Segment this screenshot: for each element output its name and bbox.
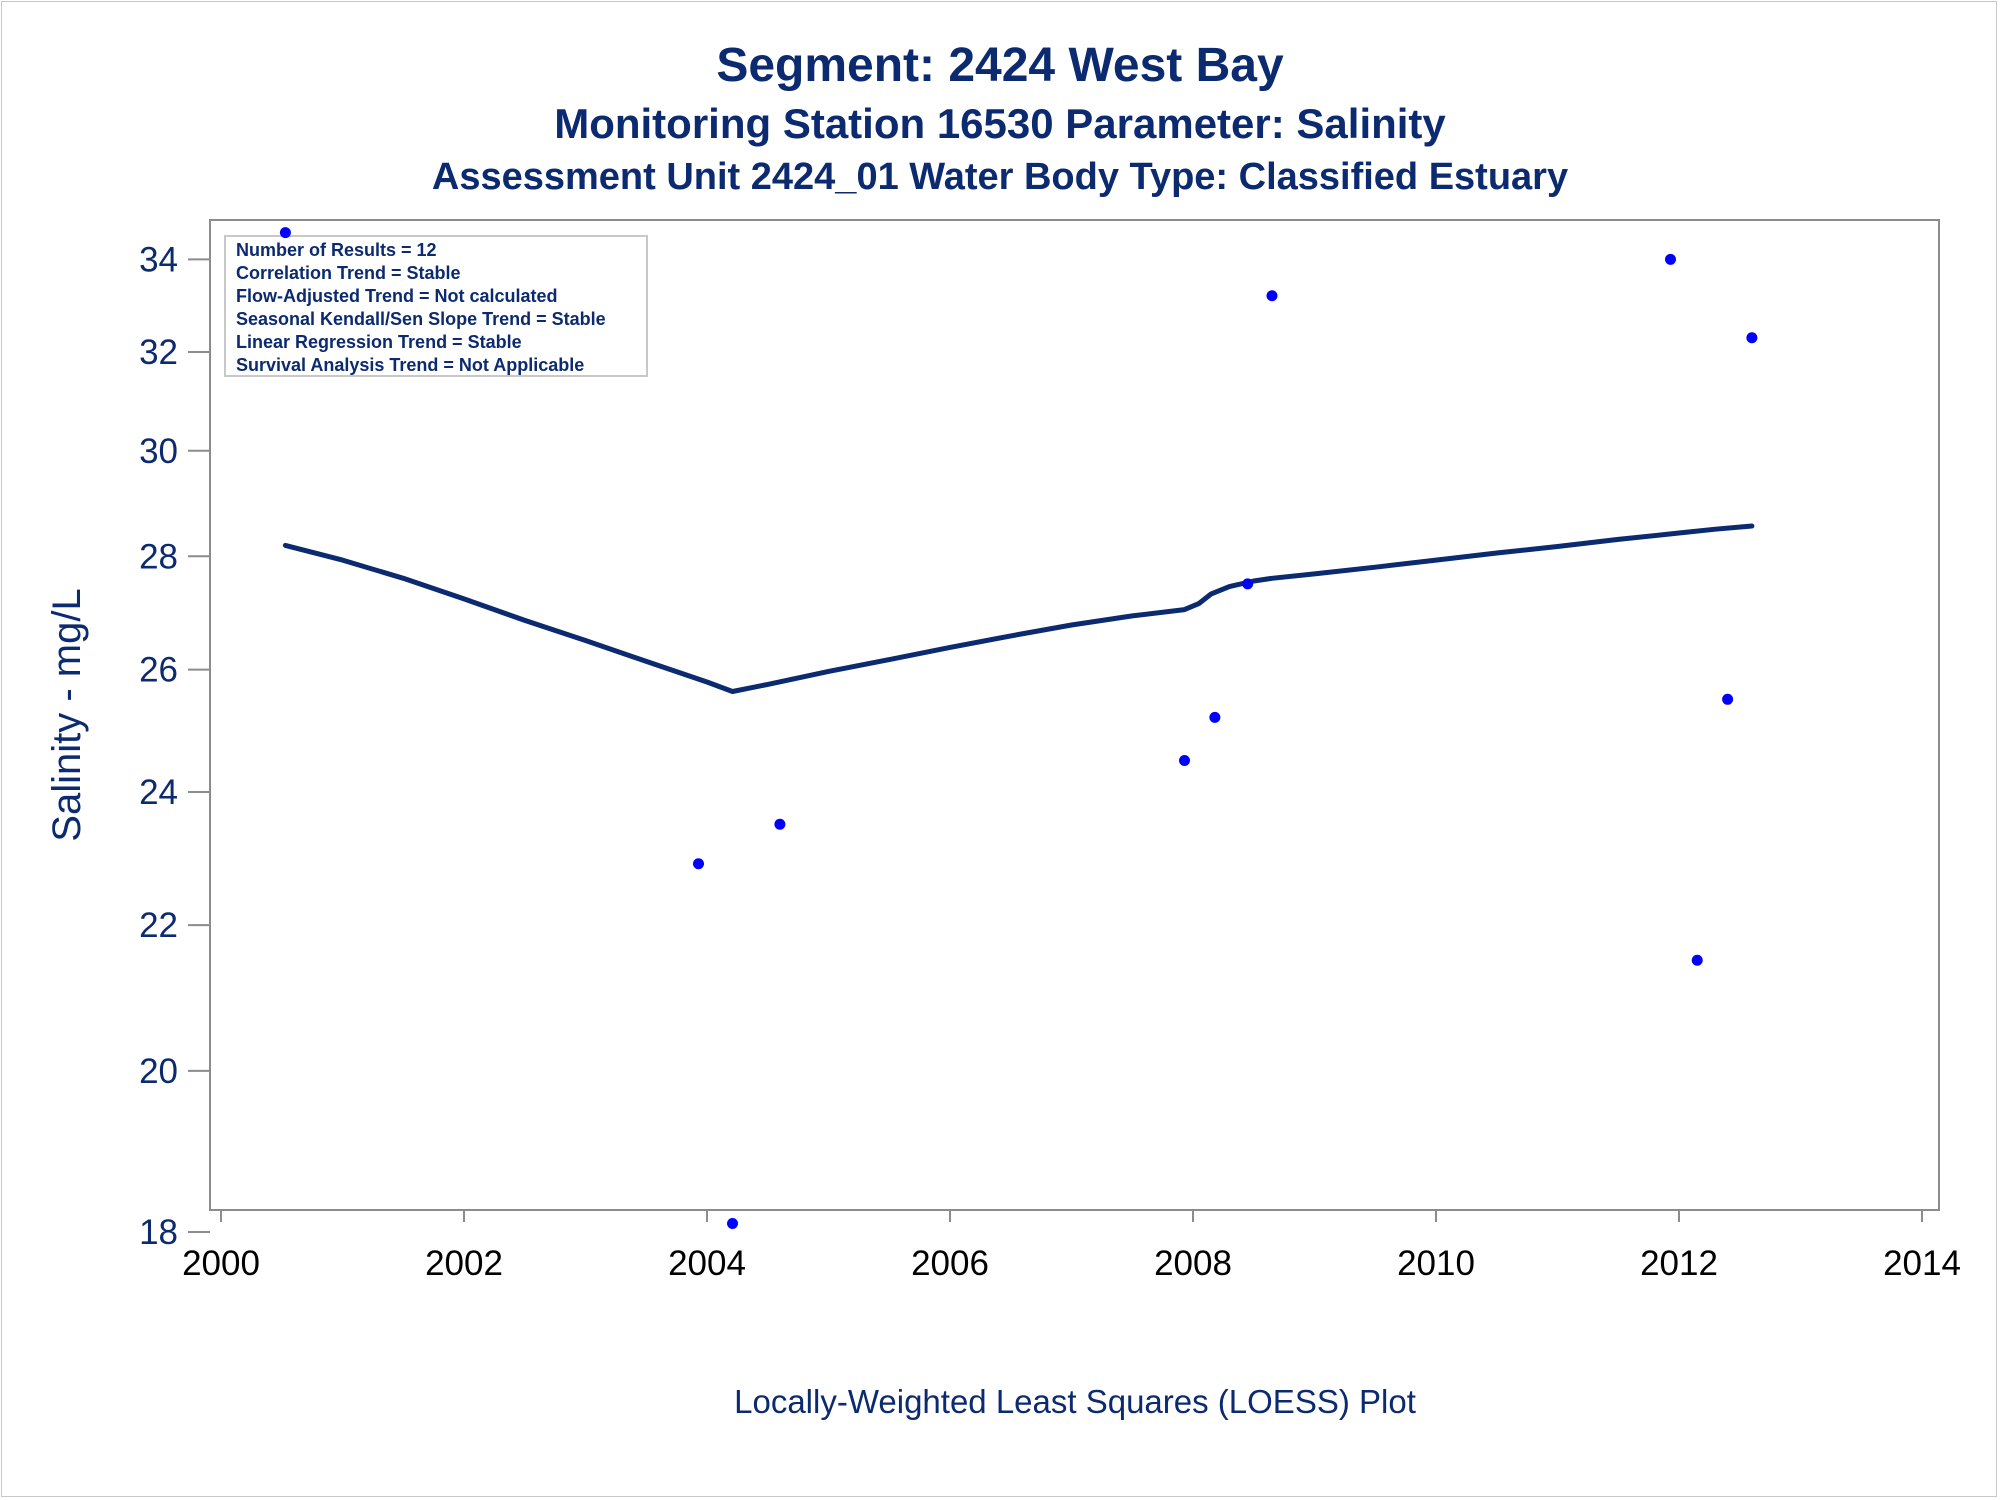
stats-line: Survival Analysis Trend = Not Applicable xyxy=(236,355,584,375)
x-axis: 2000 2002 2004 2006 2008 2010 2012 2014 xyxy=(182,1210,1961,1283)
trend-stats-box: Number of Results = 12 Correlation Trend … xyxy=(224,235,648,377)
y-tick-label: 28 xyxy=(139,537,178,576)
data-point xyxy=(1242,578,1254,590)
data-point xyxy=(692,858,704,870)
y-tick-label: 20 xyxy=(139,1052,178,1091)
x-tick-label: 2008 xyxy=(1154,1244,1232,1283)
data-point xyxy=(1209,711,1221,723)
plot-area xyxy=(209,219,1940,1211)
data-point xyxy=(1266,290,1278,302)
y-axis-label: Salinity - mg/L xyxy=(45,588,89,841)
stats-line: Seasonal Kendall/Sen Slope Trend = Stabl… xyxy=(236,309,606,329)
x-tick-label: 2002 xyxy=(425,1244,503,1283)
stats-line: Flow-Adjusted Trend = Not calculated xyxy=(236,286,558,306)
x-tick-label: 2010 xyxy=(1397,1244,1475,1283)
y-tick-label: 34 xyxy=(139,240,178,279)
data-point xyxy=(1746,332,1758,344)
x-tick-label: 2004 xyxy=(668,1244,746,1283)
chart-title: Segment: 2424 West Bay xyxy=(716,39,1284,92)
x-axis-label: Locally-Weighted Least Squares (LOESS) P… xyxy=(734,1383,1416,1420)
stats-line: Number of Results = 12 xyxy=(236,240,437,260)
data-point xyxy=(727,1218,739,1230)
data-point xyxy=(1691,954,1703,966)
y-tick-label: 30 xyxy=(139,432,178,471)
x-tick-label: 2000 xyxy=(182,1244,260,1283)
chart-subtitle-station: Monitoring Station 16530 Parameter: Sali… xyxy=(554,100,1446,147)
x-tick-label: 2006 xyxy=(911,1244,989,1283)
y-tick-label: 18 xyxy=(139,1213,178,1252)
observation-points xyxy=(279,227,1758,1230)
x-tick-label: 2012 xyxy=(1640,1244,1718,1283)
stats-line: Correlation Trend = Stable xyxy=(236,263,461,283)
y-tick-label: 24 xyxy=(139,773,178,812)
x-tick-label: 2014 xyxy=(1883,1244,1961,1283)
stats-box-border xyxy=(224,235,648,377)
stats-line: Linear Regression Trend = Stable xyxy=(236,332,522,352)
data-point xyxy=(1178,754,1190,766)
loess-curve xyxy=(282,523,1755,694)
data-point xyxy=(774,818,786,830)
data-point xyxy=(279,227,291,239)
y-tick-label: 22 xyxy=(139,906,178,945)
data-point xyxy=(1722,693,1734,705)
y-tick-label: 32 xyxy=(139,333,178,372)
data-point xyxy=(1664,253,1676,265)
y-axis: 18 20 22 24 26 28 30 32 34 xyxy=(139,240,210,1252)
y-tick-label: 26 xyxy=(139,651,178,690)
chart-subtitle-assessment: Assessment Unit 2424_01 Water Body Type:… xyxy=(431,156,1569,198)
